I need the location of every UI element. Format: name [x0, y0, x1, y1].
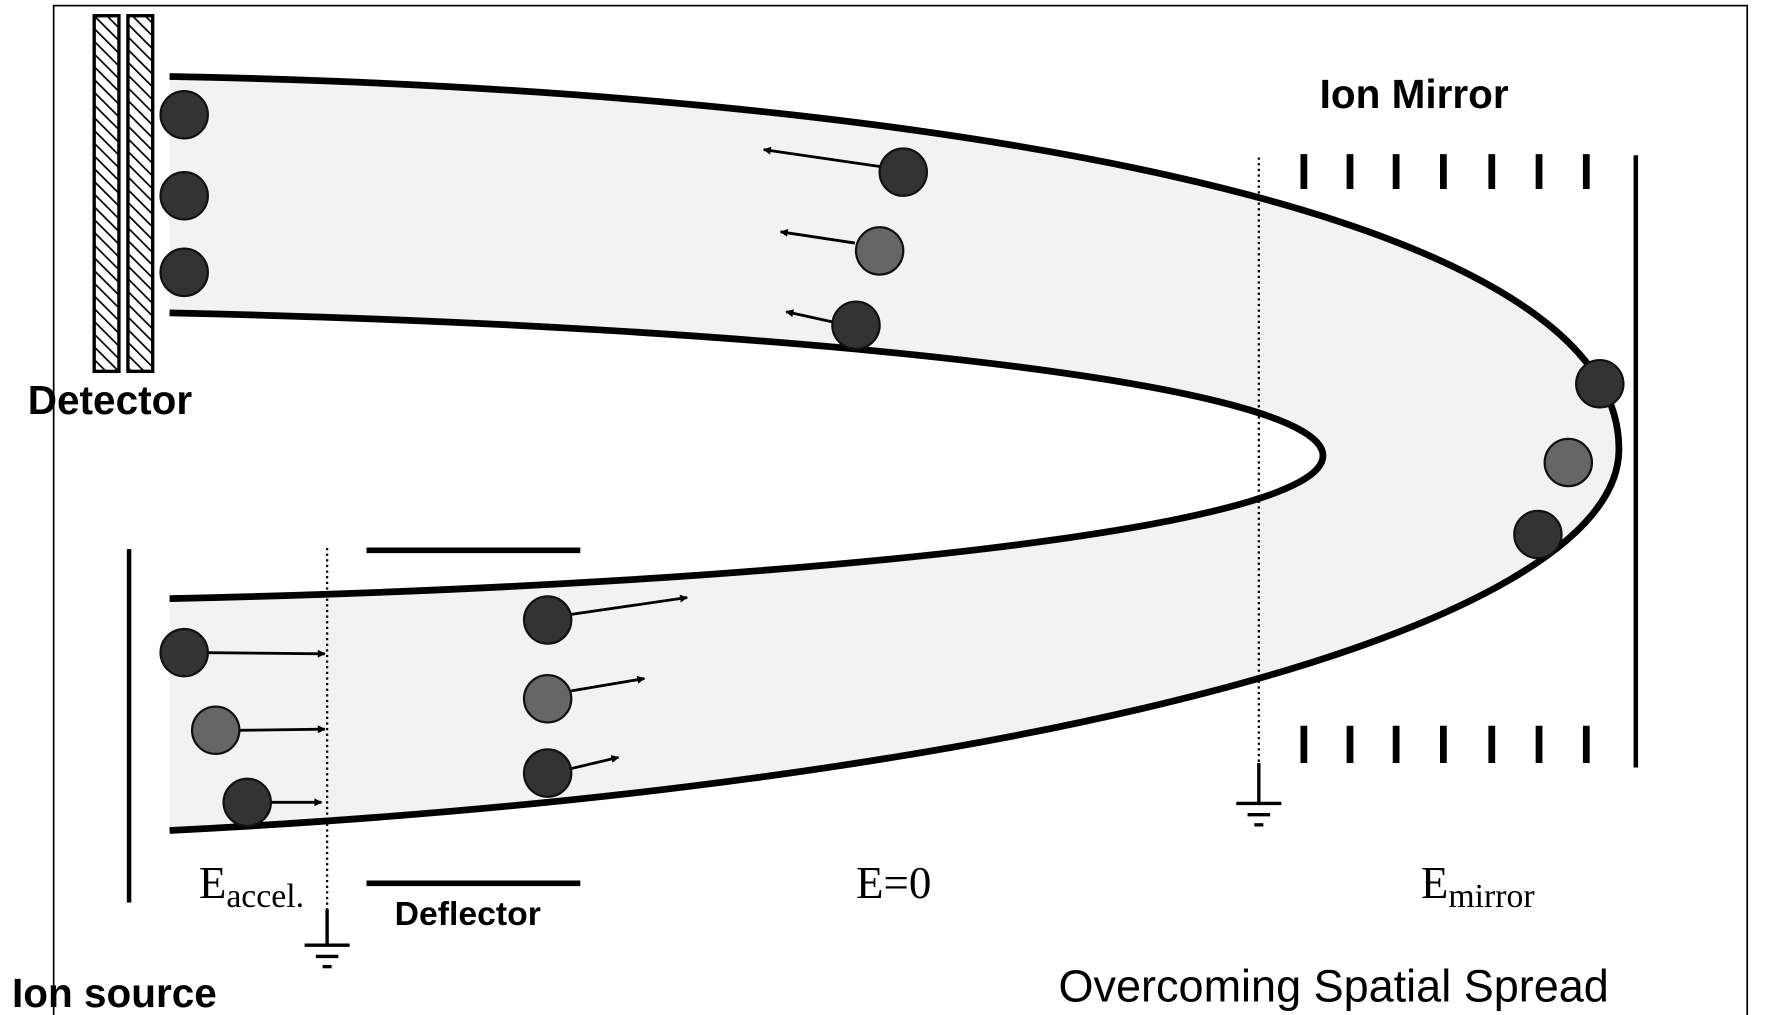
label: Ion source — [12, 970, 217, 1015]
ion-path-band — [169, 76, 1619, 831]
grounds — [304, 762, 1282, 969]
grids — [325, 157, 1260, 910]
field-subscript: accel. — [226, 878, 304, 915]
label: Detector — [28, 377, 193, 423]
label: Deflector — [395, 895, 541, 933]
field-label: E=0 — [856, 858, 931, 908]
detector-plates — [92, 14, 155, 374]
caption: Overcoming Spatial Spread — [1059, 960, 1609, 1011]
field-label: Emirror — [1421, 858, 1535, 915]
field-symbol: E — [199, 858, 227, 908]
label: Ion Mirror — [1320, 71, 1509, 117]
deflector-plates — [366, 547, 581, 887]
field-symbol: E — [1421, 858, 1449, 908]
ions — [159, 90, 1625, 828]
mirror-electrodes — [1300, 154, 1590, 763]
field-subscript: mirror — [1448, 878, 1534, 915]
ion-path-edges — [169, 73, 1623, 834]
frame — [52, 4, 1749, 1015]
field-label: Eaccel. — [199, 858, 304, 915]
ion-arrows — [207, 146, 880, 807]
